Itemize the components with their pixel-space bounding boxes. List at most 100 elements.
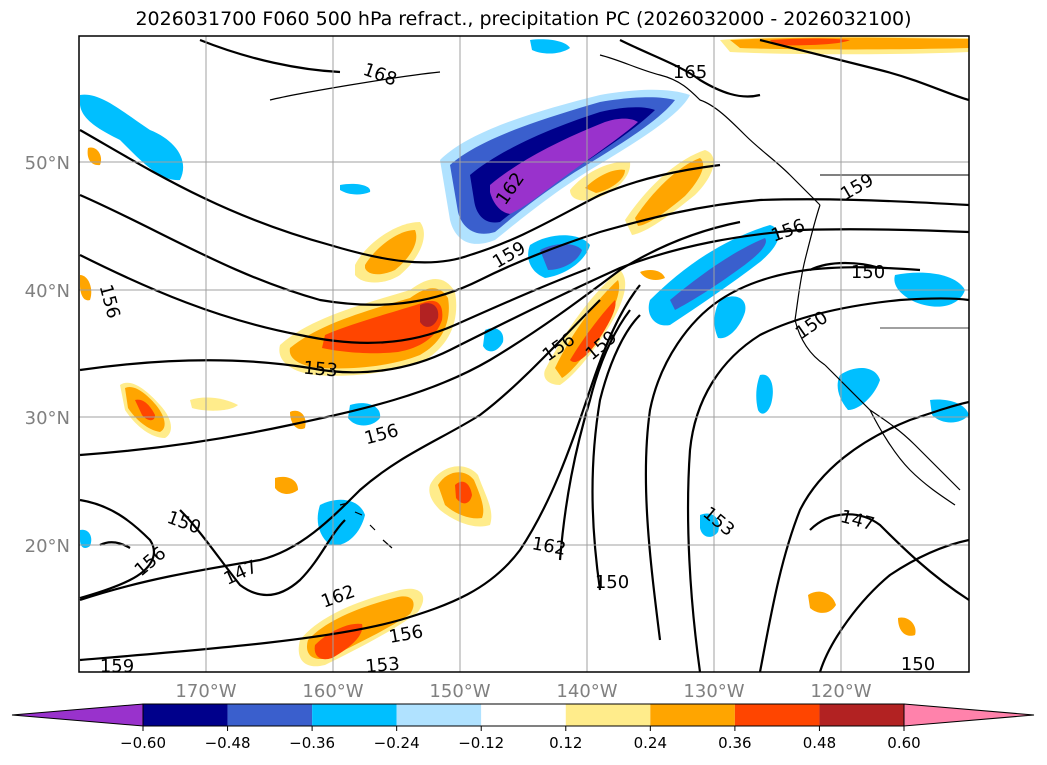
contour-line [591,314,641,591]
precip-pos-patch [365,230,417,275]
precip-negative-max [490,118,638,214]
lat-label-30n: 30°N [25,408,70,429]
contour-label: 159 [100,656,134,677]
contour-line [79,498,156,600]
precip-pos-band-max [420,303,439,327]
precip-pos-patch [87,147,102,166]
colorbar-tick-label: −0.60 [120,734,166,752]
contour-line [809,261,881,271]
precip-pos-patch [190,397,238,411]
colorbar-extend-low [11,703,144,727]
contour-line [759,38,969,102]
map-title: 2026031700 F060 500 hPa refract., precip… [135,8,912,30]
colorbar-tick-label: 0.48 [803,734,836,752]
precip-neg-patch [756,374,773,414]
lon-labels: 170°W 160°W 150°W 140°W 130°W 120°W [175,681,871,702]
precip-fills [80,36,969,667]
contour-label: 153 [302,358,338,382]
colorbar-tick-label: −0.48 [205,734,251,752]
colorbar-tick-label: −0.36 [289,734,335,752]
colorbar-swatch [312,704,397,726]
lon-label-120w: 120°W [810,681,871,702]
contour-line [818,538,969,672]
graticule [79,36,969,672]
contour-label: 165 [673,62,707,83]
colorbar-swatch [819,704,904,726]
colorbar-tick-label: −0.24 [374,734,420,752]
colorbar-tick-label: −0.12 [458,734,504,752]
lat-label-40n: 40°N [25,281,70,302]
colorbar-tick-label: 0.24 [634,734,667,752]
aleutian-chain [269,71,441,101]
colorbar-swatch [565,704,651,726]
colorbar-swatch [396,704,482,726]
colorbar-swatch [481,704,566,726]
precip-neg-patch [670,238,766,310]
contour-line [558,309,631,561]
colorbar-extend-high [903,703,1035,727]
precip-pos-band-core [322,300,443,354]
contour-line [79,220,741,457]
lat-label-50n: 50°N [25,153,70,174]
contour-line [179,509,346,597]
precip-pos-patch [635,158,704,226]
map-frame [78,35,970,673]
precip-neg-patch [80,529,92,548]
precip-pos-patch [570,300,616,363]
lon-label-160w: 160°W [302,681,363,702]
precip-neg-patch [483,328,504,352]
contour-line [644,266,921,641]
contour-line [79,254,591,344]
precip-neg-patch [80,94,184,181]
precip-neg-patch [837,368,880,410]
contour-line [199,38,341,74]
precip-pos-patch [455,481,472,504]
contour-line [758,400,969,672]
contour-label: 150 [901,654,935,675]
colorbar-swatch [650,704,735,726]
precip-neg-patch [530,39,570,54]
colorbar-swatch [734,704,820,726]
contour-line [99,541,131,549]
alaska-coast [599,54,821,206]
california-coast [824,364,961,491]
contour-line [809,513,969,601]
contour-label: 150 [595,572,629,593]
contour-line [79,193,969,306]
precip-pos-patch [730,37,969,50]
lat-label-20n: 20°N [25,536,70,557]
colorbar-tick-label: 0.12 [549,734,582,752]
lon-label-170w: 170°W [175,681,236,702]
lon-label-150w: 150°W [429,681,490,702]
precip-neg-patch [348,403,381,426]
colorbar-tick-label: 0.60 [887,734,920,752]
precip-pos-patch [585,169,625,193]
precip-neg-patch [714,296,746,339]
lat-labels: 50°N 40°N 30°N 20°N [25,153,70,557]
precip-neg-patch [340,183,371,195]
lon-label-140w: 140°W [556,681,617,702]
baja-coast [869,409,956,506]
contour-label: 150 [851,262,885,283]
lon-label-130w: 130°W [683,681,744,702]
hawaii-islands [339,502,393,549]
precip-pos-patch [640,270,665,280]
precip-pos-patch [898,617,916,636]
colorbar-border [142,703,905,727]
contour-line [619,39,761,98]
precip-pos-patch [770,38,850,46]
contour-line [686,297,969,672]
contour-label: 153 [364,654,400,678]
precip-pos-patch [275,476,298,494]
precip-pos-patch [80,275,92,301]
map-content: 168 165 162 159 156 150 159 156 159 156 … [79,36,969,678]
contour-line [79,129,721,264]
colorbar-swatch [227,704,313,726]
colorbar-swatch [143,704,228,726]
precip-pos-patch [314,623,363,660]
precip-pos-patch [135,399,155,421]
contour-line [79,228,969,374]
colorbar: −0.60 −0.48 −0.36 −0.24 −0.12 0.12 0.24 0.36 0.4… [11,703,1035,752]
contour-line [79,284,641,662]
